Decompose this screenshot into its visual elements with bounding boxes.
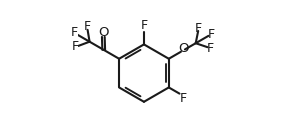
Text: F: F	[84, 20, 91, 33]
Text: O: O	[98, 26, 109, 39]
Text: F: F	[72, 40, 79, 54]
Text: O: O	[178, 42, 189, 55]
Text: F: F	[208, 28, 215, 41]
Text: F: F	[140, 19, 147, 32]
Text: F: F	[195, 22, 202, 34]
Text: F: F	[71, 26, 78, 39]
Text: F: F	[207, 42, 214, 55]
Text: F: F	[180, 92, 187, 105]
